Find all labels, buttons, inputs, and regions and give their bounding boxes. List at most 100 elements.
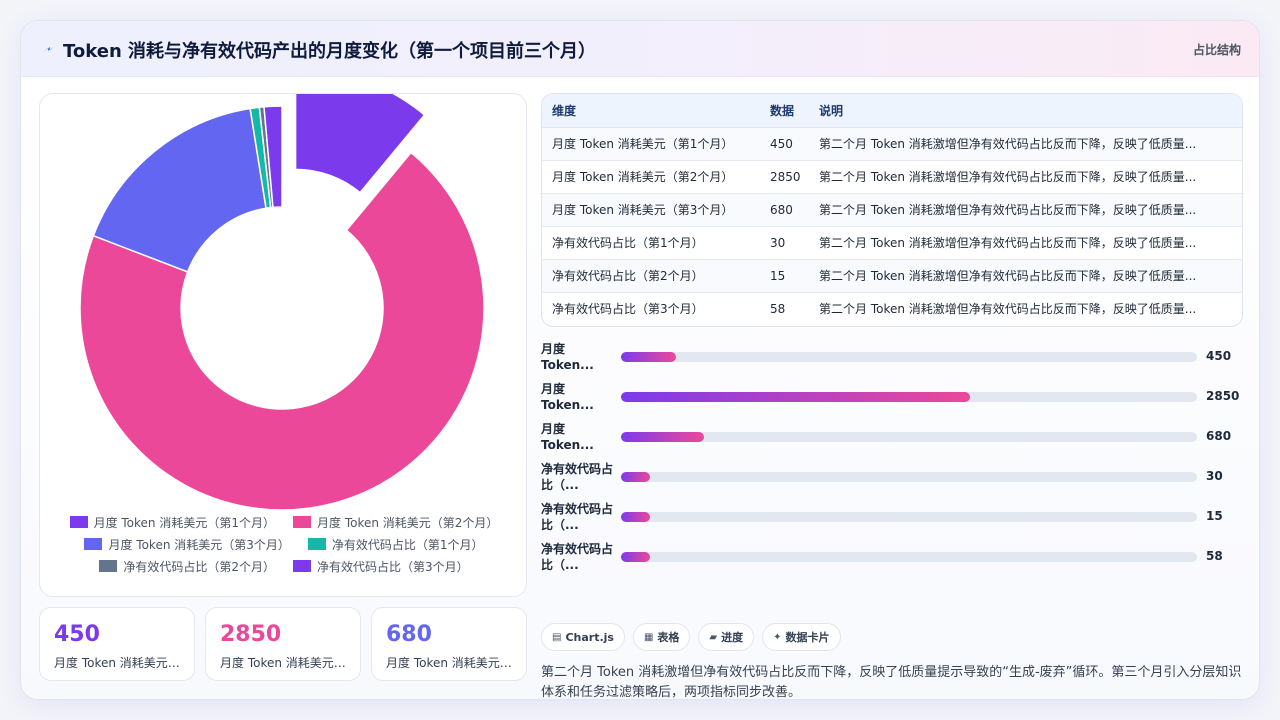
stat-card: 680 月度 Token 消耗美元（第3个月） <box>371 607 527 681</box>
table-icon: ▦ <box>643 631 654 643</box>
stat-label: 月度 Token 消耗美元（第3个月） <box>386 656 516 670</box>
page-title: Token 消耗与净有效代码产出的月度变化（第一个项目前三个月） <box>63 41 597 62</box>
progress-value: 450 <box>1206 349 1232 363</box>
progress-bars: 月度 Token... 450 月度 Token... 2850 月度 Toke… <box>541 341 1243 581</box>
table-header-row: 维度 数据 说明 <box>542 94 1242 128</box>
legend-label: 月度 Token 消耗美元（第1个月） <box>93 515 275 530</box>
legend-label: 净有效代码占比（第1个月） <box>331 537 484 552</box>
chart-legend: 月度 Token 消耗美元（第1个月） 月度 Token 消耗美元（第2个月） 月度… <box>50 514 518 574</box>
legend-item[interactable]: 月度 Token 消耗美元（第1个月） <box>69 514 275 530</box>
tag-label: 表格 <box>657 631 680 644</box>
progress-label: 月度 Token... <box>541 342 594 372</box>
stat-label: 月度 Token 消耗美元（第1个月） <box>54 656 184 670</box>
legend-item[interactable]: 净有效代码占比（第3个月） <box>293 558 469 574</box>
table-row: 净有效代码占比（第3个月） 58 第二个月 Token 消耗激增但净有效代码占比… <box>542 292 1242 325</box>
progress-fill <box>621 432 705 442</box>
progress-row: 净有效代码占比（... 30 <box>541 461 1243 495</box>
view-mode-label[interactable]: 占比结构 <box>1192 43 1241 57</box>
progress-row: 月度 Token... 450 <box>541 341 1243 375</box>
progress-fill <box>621 472 650 482</box>
legend-item[interactable]: 月度 Token 消耗美元（第2个月） <box>293 514 498 530</box>
progress-value: 680 <box>1206 429 1232 443</box>
table-cell: 30 <box>760 226 809 260</box>
table-row: 净有效代码占比（第1个月） 30 第二个月 Token 消耗激增但净有效代码占比… <box>542 226 1242 260</box>
table-cell: 第二个月 Token 消耗激增但净有效代码占比反而下降，反映了低质量... <box>809 160 1242 194</box>
table-cell: 第二个月 Token 消耗激增但净有效代码占比反而下降，反映了低质量... <box>809 127 1242 161</box>
progress-track <box>621 512 1197 522</box>
legend-swatch <box>99 560 118 572</box>
donut-slice[interactable] <box>294 94 426 194</box>
tag-table[interactable]: ▦ 表格 <box>632 623 691 651</box>
legend-item[interactable]: 净有效代码占比（第1个月） <box>307 536 484 552</box>
legend-label: 净有效代码占比（第3个月） <box>317 559 469 574</box>
table-cell: 15 <box>760 259 809 293</box>
stat-cards: 450 月度 Token 消耗美元（第1个月） 2850 月度 Token 消耗… <box>39 607 527 683</box>
summary-note: 第二个月 Token 消耗激增但净有效代码占比反而下降，反映了低质量提示导致的“… <box>541 665 1242 700</box>
table-cell: 净有效代码占比（第3个月） <box>552 302 704 317</box>
progress-fill <box>621 352 677 362</box>
legend-label: 月度 Token 消耗美元（第3个月） <box>108 537 290 552</box>
sparkle-icon: ✦ <box>773 631 782 643</box>
data-table: 维度 数据 说明 月度 Token 消耗美元（第1个月） 450 第二个月 To… <box>541 93 1243 327</box>
progress-track <box>621 552 1197 562</box>
stat-value: 680 <box>386 622 432 647</box>
legend-swatch <box>307 538 326 550</box>
progress-row: 月度 Token... 680 <box>541 421 1243 455</box>
tag-progress[interactable]: ▰ 进度 <box>698 623 755 651</box>
progress-label: 净有效代码占比（... <box>541 542 614 572</box>
legend-swatch <box>84 538 103 550</box>
progress-track <box>621 392 1197 402</box>
progress-value: 2850 <box>1206 389 1240 403</box>
table-cell: 450 <box>760 127 809 161</box>
progress-label: 净有效代码占比（... <box>541 462 614 492</box>
lightning-icon <box>43 46 55 52</box>
legend-swatch <box>69 516 88 528</box>
donut-chart-panel: 月度 Token 消耗美元（第1个月） 月度 Token 消耗美元（第2个月） 月度… <box>39 93 527 597</box>
progress-fill <box>621 392 971 402</box>
progress-track <box>621 352 1197 362</box>
tag-chartjs[interactable]: ▤ Chart.js <box>541 623 625 651</box>
table-row: 净有效代码占比（第2个月） 15 第二个月 Token 消耗激增但净有效代码占比… <box>542 259 1242 293</box>
table-cell: 58 <box>770 301 786 316</box>
stat-value: 2850 <box>220 622 282 647</box>
donut-slice[interactable] <box>92 107 267 273</box>
donut-chart <box>79 94 485 511</box>
progress-track <box>621 432 1197 442</box>
column-header: 说明 <box>809 94 1242 128</box>
legend-swatch <box>293 560 311 572</box>
table-cell: 2850 <box>760 160 809 194</box>
donut-slice[interactable] <box>79 151 485 511</box>
table-row: 月度 Token 消耗美元（第3个月） 680 第二个月 Token 消耗激增但… <box>542 193 1242 227</box>
tag-label: 数据卡片 <box>785 631 830 644</box>
legend-item[interactable]: 月度 Token 消耗美元（第3个月） <box>84 536 290 552</box>
donut-slice[interactable] <box>263 105 283 209</box>
stat-label: 月度 Token 消耗美元（第2个月） <box>220 656 350 670</box>
view-tags: ▤ Chart.js ▦ 表格 ▰ 进度 ✦ 数据卡片 <box>541 623 841 653</box>
table-cell: 第二个月 Token 消耗激增但净有效代码占比反而下降，反映了低质量... <box>819 302 1197 317</box>
header: Token 消耗与净有效代码产出的月度变化（第一个项目前三个月） 占比结构 <box>21 21 1259 77</box>
progress-fill <box>621 552 650 562</box>
legend-label: 月度 Token 消耗美元（第2个月） <box>317 515 499 530</box>
tag-label: 进度 <box>721 631 744 644</box>
table-row: 月度 Token 消耗美元（第1个月） 450 第二个月 Token 消耗激增但… <box>542 127 1242 161</box>
table-cell: 第二个月 Token 消耗激增但净有效代码占比反而下降，反映了低质量... <box>809 259 1242 293</box>
legend-label: 净有效代码占比（第2个月） <box>123 559 275 574</box>
table-row: 月度 Token 消耗美元（第2个月） 2850 第二个月 Token 消耗激增… <box>542 160 1242 194</box>
stat-card: 2850 月度 Token 消耗美元（第2个月） <box>205 607 361 681</box>
progress-label: 净有效代码占比（... <box>541 502 614 532</box>
legend-swatch <box>293 516 311 528</box>
legend-item[interactable]: 净有效代码占比（第2个月） <box>99 558 275 574</box>
dashboard-card: Token 消耗与净有效代码产出的月度变化（第一个项目前三个月） 占比结构 月度… <box>20 20 1260 700</box>
table-cell: 月度 Token 消耗美元（第3个月） <box>542 193 760 227</box>
tag-data-card[interactable]: ✦ 数据卡片 <box>762 623 841 651</box>
table-cell: 680 <box>760 193 809 227</box>
progress-label: 月度 Token... <box>541 422 594 452</box>
progress-row: 净有效代码占比（... 58 <box>541 541 1243 575</box>
table-cell: 月度 Token 消耗美元（第1个月） <box>542 127 760 161</box>
stat-card: 450 月度 Token 消耗美元（第1个月） <box>39 607 195 681</box>
progress-icon: ▰ <box>709 631 718 643</box>
column-header: 维度 <box>542 94 760 128</box>
progress-value: 58 <box>1206 549 1223 563</box>
table-cell: 月度 Token 消耗美元（第2个月） <box>542 160 760 194</box>
chart-icon: ▤ <box>552 631 562 643</box>
